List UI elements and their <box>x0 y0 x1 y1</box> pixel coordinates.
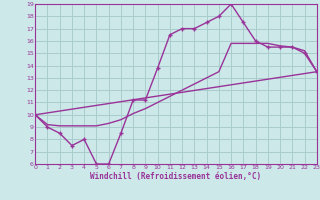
X-axis label: Windchill (Refroidissement éolien,°C): Windchill (Refroidissement éolien,°C) <box>91 172 261 181</box>
